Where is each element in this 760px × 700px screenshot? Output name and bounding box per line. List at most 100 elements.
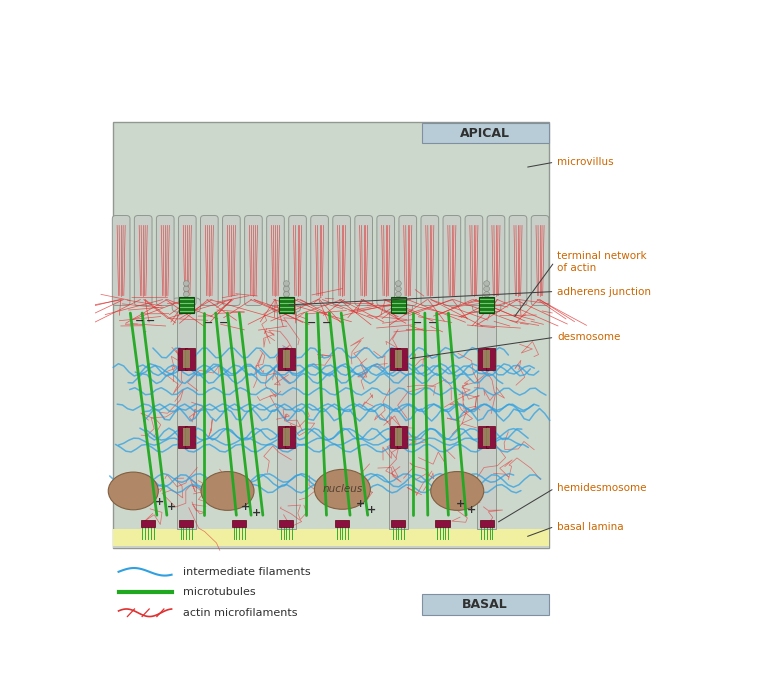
Bar <box>335 519 350 527</box>
Bar <box>283 350 290 368</box>
FancyBboxPatch shape <box>531 216 549 305</box>
Text: hemidesmosome: hemidesmosome <box>557 483 647 493</box>
Text: microtubules: microtubules <box>183 587 256 597</box>
Ellipse shape <box>108 472 158 510</box>
Circle shape <box>283 297 290 302</box>
Text: −: − <box>135 316 144 326</box>
Circle shape <box>483 291 489 297</box>
Text: nucleus: nucleus <box>322 484 363 494</box>
Circle shape <box>395 281 401 286</box>
Bar <box>277 302 296 528</box>
Circle shape <box>283 286 290 291</box>
FancyBboxPatch shape <box>223 216 240 305</box>
FancyBboxPatch shape <box>333 216 350 305</box>
FancyBboxPatch shape <box>112 216 130 305</box>
Text: −: − <box>428 318 437 328</box>
Circle shape <box>183 291 189 297</box>
Bar <box>285 348 295 370</box>
Bar <box>112 122 549 547</box>
FancyBboxPatch shape <box>465 216 483 305</box>
FancyBboxPatch shape <box>385 298 413 312</box>
Text: +: + <box>252 508 261 517</box>
Circle shape <box>395 286 401 291</box>
Bar <box>233 519 246 527</box>
Text: −: − <box>413 318 423 328</box>
Circle shape <box>483 286 489 291</box>
Text: +: + <box>356 499 365 510</box>
Text: adherens junction: adherens junction <box>557 286 651 297</box>
FancyBboxPatch shape <box>377 216 394 305</box>
Text: +: + <box>467 505 477 514</box>
Text: BASAL: BASAL <box>462 598 508 611</box>
Bar <box>394 350 402 368</box>
FancyBboxPatch shape <box>509 216 527 305</box>
Text: intermediate filaments: intermediate filaments <box>183 567 311 577</box>
Bar <box>397 348 407 370</box>
Text: −: − <box>321 318 331 328</box>
Bar <box>182 350 190 368</box>
FancyBboxPatch shape <box>157 216 174 305</box>
Text: microvillus: microvillus <box>557 158 614 167</box>
Bar <box>483 350 490 368</box>
FancyBboxPatch shape <box>179 216 196 305</box>
Text: +: + <box>455 499 465 510</box>
FancyBboxPatch shape <box>201 216 218 305</box>
Bar <box>422 122 549 144</box>
Text: +: + <box>155 497 164 507</box>
Text: actin microfilaments: actin microfilaments <box>183 608 298 618</box>
Bar <box>435 519 450 527</box>
FancyBboxPatch shape <box>421 216 439 305</box>
Bar <box>179 519 193 527</box>
FancyBboxPatch shape <box>272 298 300 312</box>
Bar <box>185 348 195 370</box>
Circle shape <box>283 281 290 286</box>
Bar <box>178 426 188 449</box>
Bar <box>486 348 495 370</box>
Bar <box>182 428 190 446</box>
Bar <box>280 519 293 527</box>
Bar <box>177 302 196 528</box>
Circle shape <box>183 297 189 302</box>
FancyBboxPatch shape <box>289 216 306 305</box>
Bar <box>479 298 494 312</box>
FancyBboxPatch shape <box>399 216 416 305</box>
FancyBboxPatch shape <box>443 216 461 305</box>
Circle shape <box>183 286 189 291</box>
Bar <box>285 426 295 449</box>
Bar <box>477 302 496 528</box>
Bar <box>390 426 400 449</box>
Text: −: − <box>219 318 228 328</box>
Bar <box>479 348 488 370</box>
Circle shape <box>483 297 489 302</box>
Bar <box>394 428 402 446</box>
Circle shape <box>183 281 189 286</box>
Bar <box>389 302 408 528</box>
Circle shape <box>483 281 489 286</box>
FancyBboxPatch shape <box>473 298 501 312</box>
Ellipse shape <box>431 472 483 510</box>
Text: +: + <box>241 502 250 512</box>
FancyBboxPatch shape <box>355 216 372 305</box>
Bar <box>391 298 406 312</box>
FancyBboxPatch shape <box>311 216 328 305</box>
Bar <box>112 534 549 547</box>
Bar <box>397 426 407 449</box>
Bar <box>479 426 488 449</box>
FancyBboxPatch shape <box>135 216 152 305</box>
Bar <box>278 348 287 370</box>
FancyBboxPatch shape <box>487 216 505 305</box>
Text: +: + <box>367 505 376 514</box>
Bar <box>185 426 195 449</box>
FancyBboxPatch shape <box>267 216 284 305</box>
Text: −: − <box>204 318 214 328</box>
Text: desmosome: desmosome <box>557 332 621 342</box>
Bar <box>283 428 290 446</box>
Bar <box>141 519 155 527</box>
Text: APICAL: APICAL <box>461 127 510 139</box>
Bar <box>278 426 287 449</box>
Ellipse shape <box>315 470 370 510</box>
Text: terminal network
of actin: terminal network of actin <box>557 251 647 273</box>
Circle shape <box>395 291 401 297</box>
Bar <box>178 348 188 370</box>
Bar <box>483 428 490 446</box>
